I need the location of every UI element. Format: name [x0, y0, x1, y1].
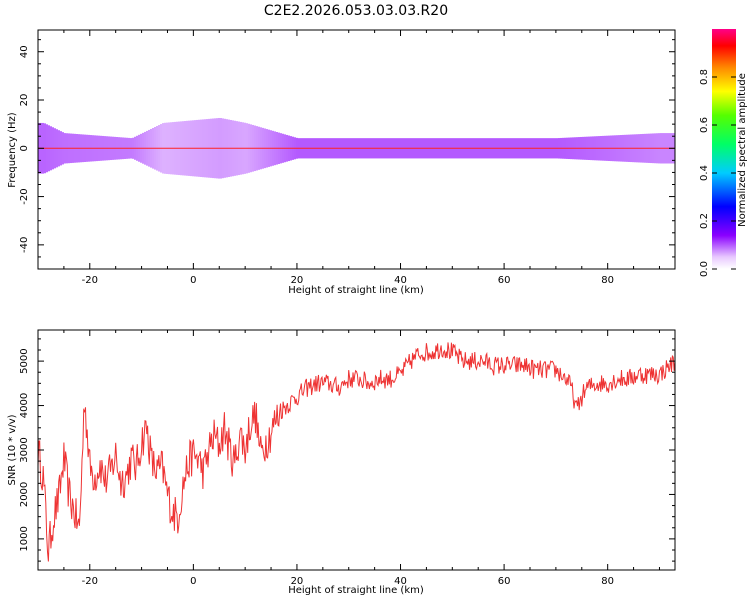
spec-xtick-label: 40	[394, 275, 407, 286]
spectrogram-panel: -20 0 20 40 60 80 -40 -20 0 20 40 Height of straig…	[7, 29, 676, 296]
spec-ytick-label: 40	[19, 45, 30, 58]
spec-xtick-label: -20	[82, 275, 98, 286]
snr-xtick-label: 0	[190, 576, 196, 587]
spec-xtick-label: 60	[498, 275, 511, 286]
snr-ticks: -20 0 20 40 60 80 1000 2000 3000 4000 5000	[19, 330, 675, 587]
snr-ytick-label: 2000	[19, 482, 30, 507]
colorbar-tick-label: 0.2	[699, 213, 710, 229]
colorbar-ticks: 0.0 0.2 0.4 0.6 0.8	[699, 69, 736, 277]
colorbar: 0.0 0.2 0.4 0.6 0.8 Normalized spectral ampl…	[699, 29, 748, 277]
snr-xtick-label: 80	[601, 576, 614, 587]
colorbar-tick-label: 0.4	[699, 165, 710, 181]
spec-xtick-label: 0	[190, 275, 196, 286]
snr-ytick-label: 5000	[19, 348, 30, 373]
spectrogram-ticks: -20 0 20 40 60 80 -40 -20 0 20 40	[19, 30, 675, 286]
spec-xtick-label: 20	[291, 275, 304, 286]
spec-ytick-label: -40	[19, 237, 30, 253]
colorbar-tick-label: 0.8	[699, 69, 710, 85]
snr-xtick-label: 20	[291, 576, 304, 587]
snr-ytick-label: 1000	[19, 526, 30, 551]
colorbar-gradient	[712, 29, 736, 269]
spectrogram-frame	[37, 29, 676, 270]
snr-plot-area	[38, 330, 675, 570]
spectrogram-x-axis-label: Height of straight line (km)	[288, 285, 424, 296]
colorbar-tick-label: 0.6	[699, 117, 710, 133]
snr-xtick-label: 40	[394, 576, 407, 587]
spec-ytick-label: -20	[19, 188, 30, 204]
snr-xtick-label: 60	[498, 576, 511, 587]
snr-ytick-label: 4000	[19, 393, 30, 418]
colorbar-label: Normalized spectral amplitude	[737, 73, 748, 227]
snr-line	[38, 342, 675, 562]
spectrogram-y-axis-label: Frequency (Hz)	[7, 112, 18, 188]
snr-ytick-label: 3000	[19, 437, 30, 462]
colorbar-tick-label: 0.0	[699, 261, 710, 277]
spec-ytick-label: 20	[19, 94, 30, 107]
snr-x-axis-label: Height of straight line (km)	[288, 585, 424, 596]
spec-ytick-label: 0	[19, 145, 30, 151]
spec-xtick-label: 80	[601, 275, 614, 286]
chart-title: C2E2.2026.053.03.03.R20	[264, 3, 448, 19]
snr-panel: -20 0 20 40 60 80 1000 2000 3000 4000 5000 Height …	[7, 329, 676, 596]
snr-xtick-label: -20	[82, 576, 98, 587]
snr-y-axis-label: SNR (10 * v/v)	[7, 414, 18, 485]
